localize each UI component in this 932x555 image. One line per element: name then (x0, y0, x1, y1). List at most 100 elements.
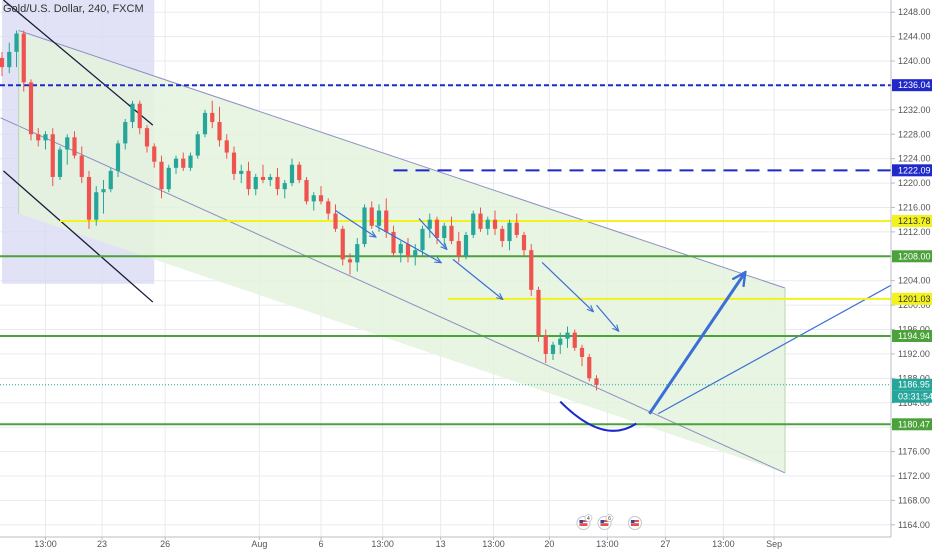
flag-white-stripe (600, 522, 609, 524)
price-tick-label: 1164.00 (898, 520, 930, 530)
candle (115, 140, 121, 177)
event-flag-us-icon[interactable]: 6 (597, 514, 614, 530)
price-tag-1208-00: 1208.00 (892, 250, 932, 263)
event-flag-us-icon[interactable]: 4 (576, 514, 593, 530)
flag-canton (630, 520, 635, 523)
candle (369, 201, 374, 229)
candle-body (442, 225, 447, 238)
candle (536, 286, 541, 342)
price-tick-label: 1168.00 (898, 495, 930, 505)
candle (579, 344, 585, 367)
candle (246, 161, 251, 196)
candle-body (340, 228, 345, 260)
candle (86, 170, 92, 229)
candle-body (362, 207, 367, 245)
flag-white-stripe (630, 522, 639, 524)
time-tick-label: 20 (544, 539, 554, 549)
candle-body (420, 228, 425, 251)
candle (195, 131, 200, 159)
forecast-arrow-small[interactable] (541, 261, 593, 311)
horizontal-levels[interactable] (0, 84, 891, 426)
candle-body (239, 170, 244, 174)
trendline-lower-dark (3, 170, 154, 303)
candle (289, 158, 295, 187)
price-level-tags: 1236.04 1222.09 1213.78 1208.00 1201.03 1194.… (892, 79, 932, 431)
candle (543, 329, 548, 364)
forecast-arrow-small[interactable] (596, 304, 619, 331)
candle-body (347, 259, 353, 263)
candle (202, 109, 208, 138)
candle-body (572, 332, 577, 348)
candle-body (79, 155, 84, 177)
candle-body (217, 122, 222, 141)
price-tick-label: 1200.00 (898, 300, 931, 310)
price-tick-label: 1244.00 (898, 32, 931, 42)
candle-body (282, 183, 287, 190)
price-tag-label: 1186.95 (898, 380, 930, 390)
time-axis[interactable]: 13:00 23 26 Aug 6 13:00 13 13:00 20 13:00 27 13:00 S… (0, 514, 932, 551)
candle-body (94, 192, 99, 220)
price-tag-1194-94: 1194.94 (892, 329, 932, 342)
candle-body (427, 219, 432, 229)
candlestick-series (0, 30, 599, 391)
candle-body (166, 167, 171, 190)
candle-body (36, 134, 41, 141)
bottom-curve[interactable] (559, 400, 637, 432)
time-tick-label: 27 (660, 539, 670, 549)
forecast-arrow-large[interactable] (648, 275, 743, 415)
price-tag-background (892, 215, 932, 228)
price-tag-label: 1194.94 (898, 331, 930, 341)
candle-body (130, 103, 135, 123)
candle-body (594, 378, 599, 385)
candle (318, 186, 324, 205)
candle-body (188, 155, 193, 168)
candle (253, 173, 258, 196)
candle-body (152, 146, 157, 162)
candle-body (231, 152, 237, 174)
candle-body (405, 244, 411, 257)
candle (529, 244, 534, 296)
forecast-arrow-small[interactable] (335, 210, 376, 237)
candle-body (565, 332, 570, 339)
forecast-arrow-small[interactable] (418, 218, 447, 249)
forecast-arrow-small[interactable] (452, 258, 502, 299)
candle (108, 167, 113, 193)
forecast-arrow-small[interactable] (375, 225, 440, 263)
price-tick-label: 1240.00 (898, 56, 931, 66)
price-tag-label: 1236.04 (898, 80, 931, 90)
candle (326, 198, 331, 220)
candle-body (529, 250, 534, 290)
candle (159, 155, 164, 199)
price-axis[interactable]: 1248.001244.001240.001236.001232.001228.… (890, 0, 932, 537)
candle-body (101, 189, 106, 193)
candle-body (391, 231, 396, 254)
price-tick-label: 1196.00 (898, 325, 930, 335)
candle-body (543, 335, 548, 354)
flag-white-stripe (579, 522, 588, 524)
candle (333, 204, 338, 232)
candle-body (398, 244, 403, 254)
candle (550, 341, 556, 361)
candle (239, 164, 244, 184)
event-flag-us-icon[interactable] (627, 516, 642, 530)
candle (57, 146, 63, 181)
candle (210, 100, 215, 129)
candle-body (50, 134, 55, 177)
candle (463, 231, 469, 260)
candle (297, 161, 302, 184)
candle (36, 128, 41, 147)
time-tick-label: Sep (766, 539, 782, 549)
candle-body (463, 234, 469, 257)
candle (152, 143, 157, 168)
candle-body (456, 241, 461, 257)
annotation-arrows[interactable] (335, 210, 744, 432)
price-tag-background (892, 378, 932, 391)
candle-body (224, 140, 229, 153)
countdown-tag-background (892, 390, 932, 403)
time-tick-label: 6 (318, 539, 323, 549)
price-tag-label: 1201.03 (898, 294, 931, 304)
event-count-badge (605, 514, 614, 522)
